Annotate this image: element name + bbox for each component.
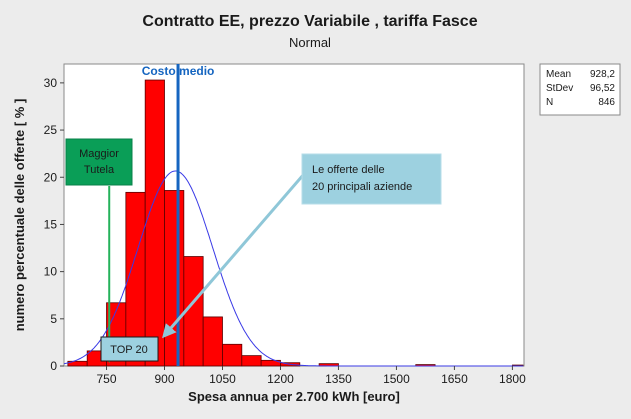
offerte-callout-box (301, 153, 442, 205)
y-axis: 0 5 10 15 20 25 30 (44, 76, 64, 373)
stats-rows: Mean 928,2 StDev 96,52 N 846 (546, 69, 615, 108)
x-tick-label: 1050 (209, 372, 236, 386)
x-tick-label: 900 (154, 372, 174, 386)
y-tick-label: 0 (50, 359, 57, 373)
stat-value: 96,52 (590, 83, 615, 94)
histogram-bar-9 (222, 343, 243, 367)
maggior-tutela-line-1: Maggior (79, 148, 119, 160)
y-tick-label: 15 (44, 217, 58, 231)
x-axis: 750 900 1050 1200 1350 1500 1650 1800 (97, 366, 526, 386)
chart-title: Contratto EE, prezzo Variabile , tariffa… (142, 13, 477, 30)
y-axis-label: numero percentuale delle offerte [ % ] (12, 99, 27, 332)
histogram-bar-8 (202, 316, 223, 367)
histogram-bar-10 (241, 355, 262, 367)
offerte-callout-line-2: 20 principali aziende (312, 181, 412, 193)
maggior-tutela-line-2: Tutela (84, 164, 115, 176)
x-tick-label: 1200 (267, 372, 294, 386)
stat-label: Mean (546, 69, 571, 80)
top20-label: TOP 20 (110, 344, 148, 356)
maggior-tutela-box (65, 138, 133, 186)
y-tick-label: 5 (50, 312, 57, 326)
x-tick-label: 1500 (383, 372, 410, 386)
y-tick-label: 10 (44, 265, 58, 279)
x-tick-label: 1350 (325, 372, 352, 386)
x-tick-label: 1650 (441, 372, 468, 386)
mean-line-label: Costo medio (142, 64, 215, 78)
y-tick-label: 30 (44, 76, 58, 90)
histogram-bar-5 (144, 79, 165, 367)
stat-value: 846 (598, 97, 615, 108)
stat-label: N (546, 97, 553, 108)
stat-value: 928,2 (590, 69, 615, 80)
x-axis-label: Spesa annua per 2.700 kWh [euro] (188, 389, 400, 404)
top20-box (100, 336, 159, 362)
stat-label: StDev (546, 83, 573, 94)
x-tick-label: 1800 (499, 372, 526, 386)
chart-subtitle: Normal (289, 35, 331, 50)
offerte-callout-line-1: Le offerte delle (312, 164, 385, 176)
offerte-arrow (162, 173, 306, 339)
y-tick-label: 25 (44, 123, 58, 137)
normal-fit-curve (63, 170, 524, 367)
y-tick-label: 20 (44, 170, 58, 184)
histogram-bar-6 (164, 190, 185, 367)
stats-legend (539, 63, 621, 116)
x-tick-label: 750 (97, 372, 117, 386)
